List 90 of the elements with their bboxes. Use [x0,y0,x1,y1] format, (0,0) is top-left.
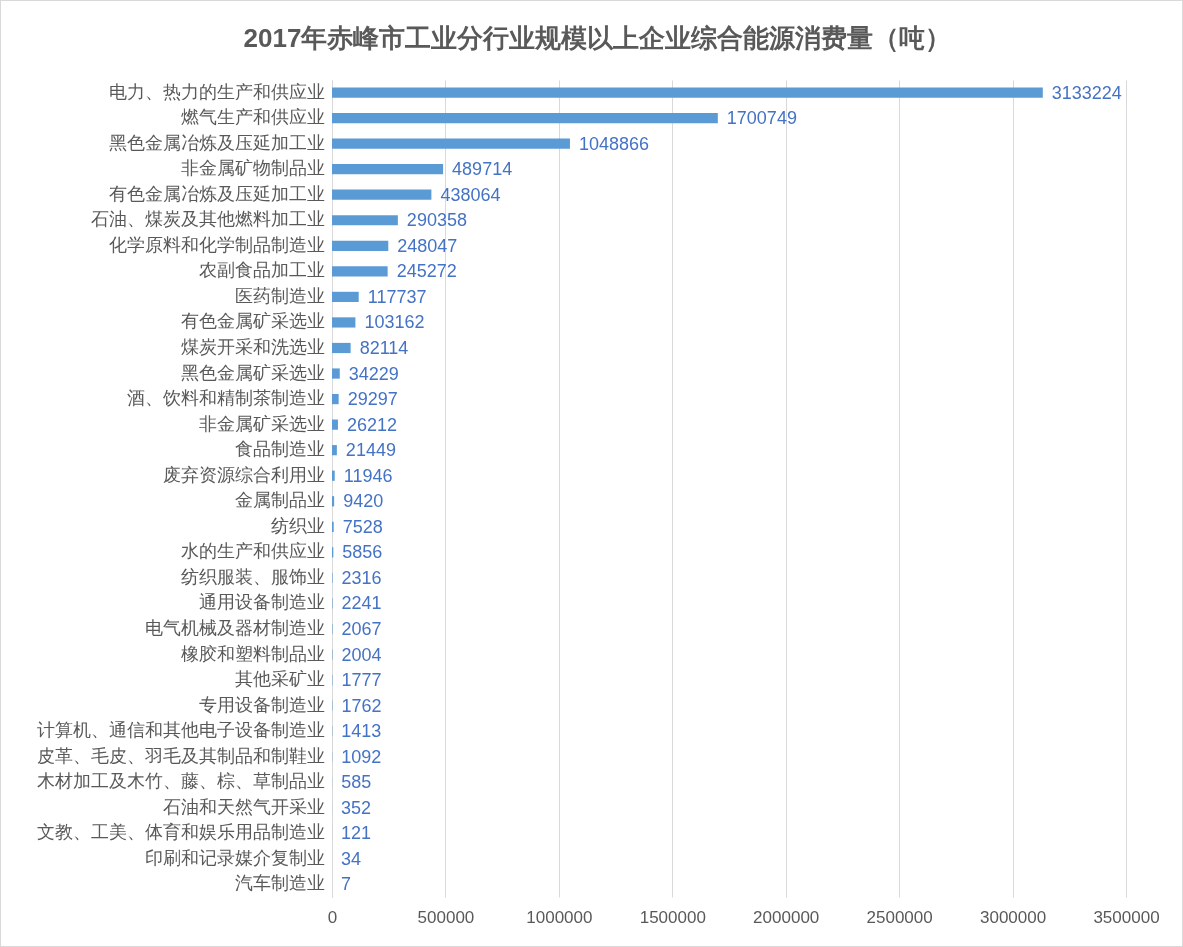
y-tick-label: 有色金属矿采选业 [180,311,325,332]
data-label: 1700749 [726,108,797,129]
bar [332,291,359,303]
data-label: 2004 [341,644,382,665]
data-label: 29297 [347,389,398,410]
y-tick-label: 橡胶和塑料制品业 [180,643,325,664]
data-label: 7 [341,874,352,895]
y-tick-label: 通用设备制造业 [198,592,325,613]
y-tick-label: 石油和天然气开采业 [162,796,325,817]
bar [332,164,444,175]
data-label: 585 [341,772,372,793]
y-tick-label: 印刷和记录媒介复制业 [144,847,325,868]
y-tick-label: 其他采矿业 [234,669,325,690]
data-label: 82114 [359,337,409,358]
data-label: 5856 [342,542,383,563]
data-label: 2241 [341,593,382,614]
bar [332,112,718,124]
data-label: 1048866 [578,133,650,154]
y-tick-label: 皮革、毛皮、羽毛及其制品和制鞋业 [36,745,325,766]
x-tick-label: 1500000 [639,907,706,927]
y-tick-label: 水的生产和供应业 [180,541,325,562]
y-tick-label: 有色金属冶炼及压延加工业 [108,183,325,204]
bar [332,342,351,354]
x-tick-label: 0 [327,907,338,927]
bar [332,138,570,149]
y-tick-label: 酒、饮料和精制茶制造业 [126,388,325,409]
y-tick-label: 专用设备制造业 [198,694,325,715]
data-label: 438064 [440,184,501,205]
y-tick-label: 农副食品加工业 [198,260,325,281]
data-label: 21449 [345,440,396,461]
y-tick-label: 纺织服装、服饰业 [180,566,325,587]
data-label: 34 [341,848,362,869]
data-label: 121 [341,823,372,844]
x-tick-label: 1000000 [526,907,593,927]
data-label: 1413 [341,721,382,742]
bar [332,445,337,456]
y-tick-label: 计算机、通信和其他电子设备制造业 [36,720,325,741]
y-tick-label: 石油、煤炭及其他燃料加工业 [90,209,325,230]
data-label: 34229 [348,363,399,384]
data-label: 352 [341,797,372,818]
y-tick-label: 电气机械及器材制造业 [144,618,325,639]
data-label: 26212 [346,414,398,435]
y-tick-label: 化学原料和化学制品制造业 [108,234,325,255]
data-label: 11946 [343,465,393,486]
y-tick-label: 废弃资源综合利用业 [162,464,325,485]
data-label: 489714 [452,159,513,180]
y-tick-label: 纺织业 [270,515,325,536]
x-tick-label: 2000000 [753,907,820,927]
bar [332,266,388,277]
bar [332,317,356,328]
bar [332,189,432,200]
data-label: 1092 [341,746,382,767]
data-label: 103162 [364,312,425,333]
data-label: 2067 [341,619,382,640]
y-tick-label: 煤炭开采和洗选业 [180,336,325,357]
data-label: 3133224 [1051,82,1122,103]
chart-title: 2017年赤峰市工业分行业规模以上企业综合能源消费量（吨） [243,23,952,53]
y-tick-label: 黑色金属冶炼及压延加工业 [108,132,325,153]
y-tick-label: 黑色金属矿采选业 [180,362,325,383]
y-tick-label: 汽车制造业 [234,873,325,894]
data-label: 9420 [343,491,384,512]
x-tick-label: 3000000 [979,907,1047,927]
x-tick-label: 500000 [417,907,475,927]
data-label: 117737 [367,286,427,307]
y-tick-label: 医药制造业 [234,285,325,306]
bar [332,215,398,226]
data-label: 245272 [396,261,457,282]
y-tick-label: 木材加工及木竹、藤、棕、草制品业 [36,771,325,792]
y-tick-label: 金属制品业 [234,490,325,511]
data-label: 7528 [342,516,383,537]
bar [332,87,1043,98]
bar [332,496,335,507]
y-tick-label: 非金属矿采选业 [198,413,325,434]
y-tick-label: 食品制造业 [234,439,325,460]
data-label: 1777 [341,670,382,691]
bar [332,368,340,379]
bar [332,240,389,251]
data-label: 290358 [406,210,467,231]
x-tick-label: 3500000 [1093,907,1160,927]
y-tick-label: 文教、工美、体育和娱乐用品制造业 [36,822,325,843]
bar [332,470,335,481]
y-tick-label: 燃气生产和供应业 [180,107,325,128]
bar [332,419,338,430]
y-tick-label: 非金属矿物制品业 [180,158,325,179]
x-tick-label: 2500000 [866,907,933,927]
data-label: 2316 [341,567,382,588]
data-label: 1762 [341,695,382,716]
bar [332,393,339,405]
data-label: 248047 [397,235,458,256]
y-tick-label: 电力、热力的生产和供应业 [108,81,325,102]
